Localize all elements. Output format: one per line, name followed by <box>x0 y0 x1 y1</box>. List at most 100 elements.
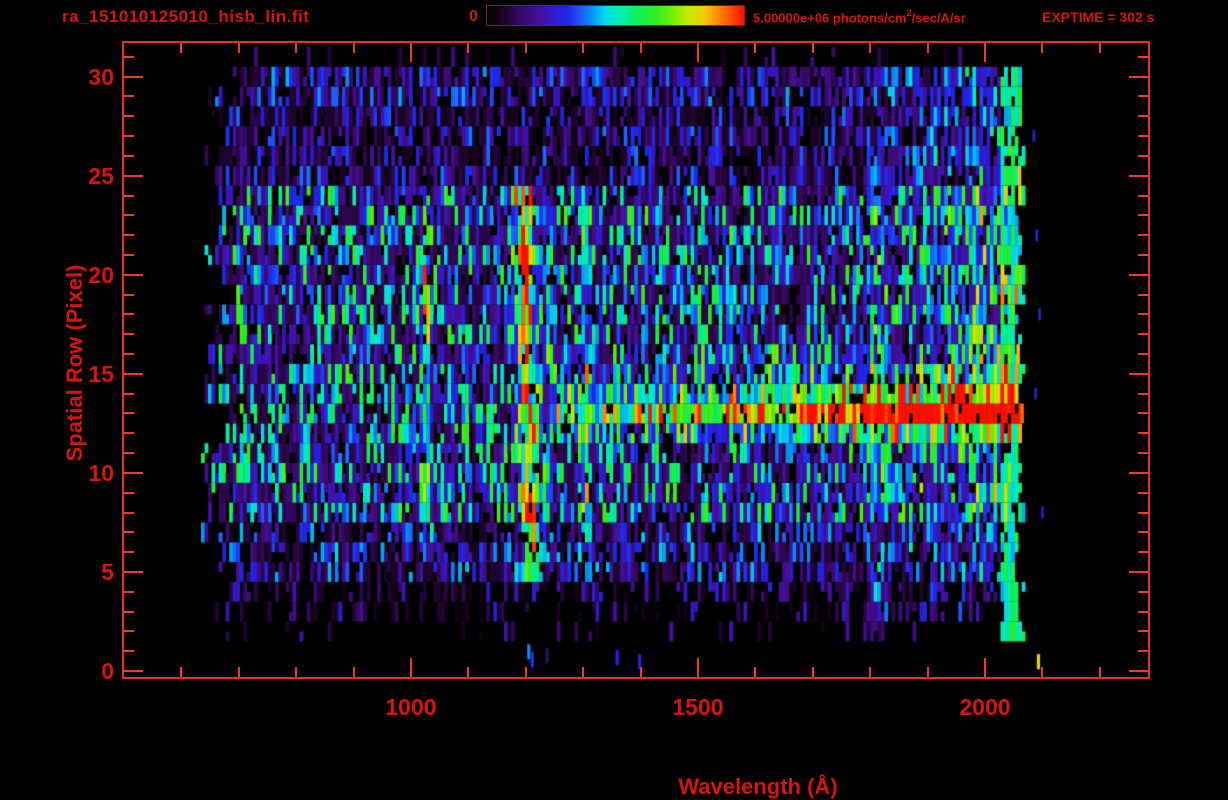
axis-tick <box>295 667 298 677</box>
axis-tick <box>124 55 134 58</box>
axis-tick <box>811 43 814 53</box>
axis-tick <box>1138 214 1148 217</box>
axis-tick <box>1138 234 1148 237</box>
axis-tick <box>124 392 134 395</box>
axis-tick <box>1138 491 1148 494</box>
axis-tick <box>124 333 134 336</box>
x-tick-label: 2000 <box>959 694 1011 720</box>
axis-tick <box>1129 273 1148 276</box>
axis-tick <box>124 432 134 435</box>
axis-tick <box>124 135 134 138</box>
axis-tick <box>524 43 527 53</box>
axis-tick <box>180 667 183 677</box>
axis-tick <box>124 471 143 474</box>
axis-tick <box>409 658 412 677</box>
axis-tick <box>926 667 929 677</box>
axis-tick <box>983 658 986 677</box>
colorbar <box>486 5 745 26</box>
axis-tick <box>1138 115 1148 118</box>
axis-tick <box>1138 590 1148 593</box>
axis-tick <box>1138 333 1148 336</box>
axis-tick <box>926 43 929 53</box>
axis-tick <box>1138 452 1148 455</box>
axis-tick <box>237 43 240 53</box>
axis-tick <box>124 670 143 673</box>
axis-tick <box>467 43 470 53</box>
axis-tick <box>237 667 240 677</box>
colorbar-max-suffix: /sec/A/sr <box>911 10 966 26</box>
x-tick-label: 1500 <box>672 694 724 720</box>
axis-tick <box>124 452 134 455</box>
axis-tick <box>124 273 143 276</box>
axis-tick <box>696 658 699 677</box>
axis-tick <box>1138 253 1148 256</box>
axis-tick <box>1138 610 1148 613</box>
file-title: ra_151010125010_hisb_lin.fit <box>62 7 310 26</box>
axis-tick <box>1138 432 1148 435</box>
axis-tick <box>124 412 134 415</box>
axis-tick <box>352 667 355 677</box>
y-axis-title-wrap: Spatial Row (Pixel) <box>35 0 87 768</box>
y-tick-label: 0 <box>101 658 114 685</box>
axis-tick <box>124 353 134 356</box>
axis-tick <box>811 667 814 677</box>
axis-tick <box>1129 670 1148 673</box>
axis-tick <box>295 43 298 53</box>
y-tick-label: 20 <box>88 261 114 288</box>
axis-tick <box>1138 511 1148 514</box>
axis-tick <box>869 667 872 677</box>
axis-tick <box>1138 650 1148 653</box>
exptime-label: EXPTIME = 302 s <box>1042 9 1155 25</box>
axis-tick <box>1138 313 1148 316</box>
x-tick-label: 1000 <box>385 694 437 720</box>
axis-tick <box>1138 392 1148 395</box>
axis-tick <box>124 630 134 633</box>
axis-tick <box>124 214 134 217</box>
axis-tick <box>124 570 143 573</box>
axis-tick <box>124 551 134 554</box>
axis-tick <box>1041 43 1044 53</box>
axis-tick <box>524 667 527 677</box>
axis-tick <box>352 43 355 53</box>
axis-tick <box>124 511 134 514</box>
axis-tick <box>639 43 642 53</box>
axis-tick <box>1098 43 1101 53</box>
axis-tick <box>1138 135 1148 138</box>
axis-tick <box>124 650 134 653</box>
axis-tick <box>180 43 183 53</box>
axis-tick <box>1138 194 1148 197</box>
axis-tick <box>1129 174 1148 177</box>
axis-tick <box>124 115 134 118</box>
y-tick-label: 5 <box>101 558 114 585</box>
axis-tick <box>124 95 134 98</box>
axis-tick <box>1129 372 1148 375</box>
axis-tick <box>1129 75 1148 78</box>
axis-tick <box>754 667 757 677</box>
y-tick-label: 30 <box>88 63 114 90</box>
y-axis-title: Spatial Row (Pixel) <box>62 264 87 462</box>
axis-tick <box>124 372 143 375</box>
axis-tick <box>124 610 134 613</box>
axis-tick <box>124 293 134 296</box>
axis-tick <box>1098 667 1101 677</box>
axis-tick <box>1138 55 1148 58</box>
axis-tick <box>1138 630 1148 633</box>
axis-tick <box>124 234 134 237</box>
colorbar-max-prefix: 5.00000e+06 photons/cm <box>753 10 907 26</box>
axis-tick <box>1138 95 1148 98</box>
axis-tick <box>124 194 134 197</box>
axis-tick <box>754 43 757 53</box>
axis-tick <box>582 667 585 677</box>
axis-tick <box>1041 667 1044 677</box>
axis-tick <box>124 75 143 78</box>
y-tick-label: 10 <box>88 459 114 486</box>
axis-tick <box>1138 293 1148 296</box>
axis-tick <box>124 590 134 593</box>
axis-tick <box>582 43 585 53</box>
axis-tick <box>639 667 642 677</box>
colorbar-min-label: 0 <box>469 8 478 25</box>
axis-tick <box>1138 154 1148 157</box>
axis-tick <box>124 491 134 494</box>
axis-tick <box>983 43 986 62</box>
axis-tick <box>467 667 470 677</box>
